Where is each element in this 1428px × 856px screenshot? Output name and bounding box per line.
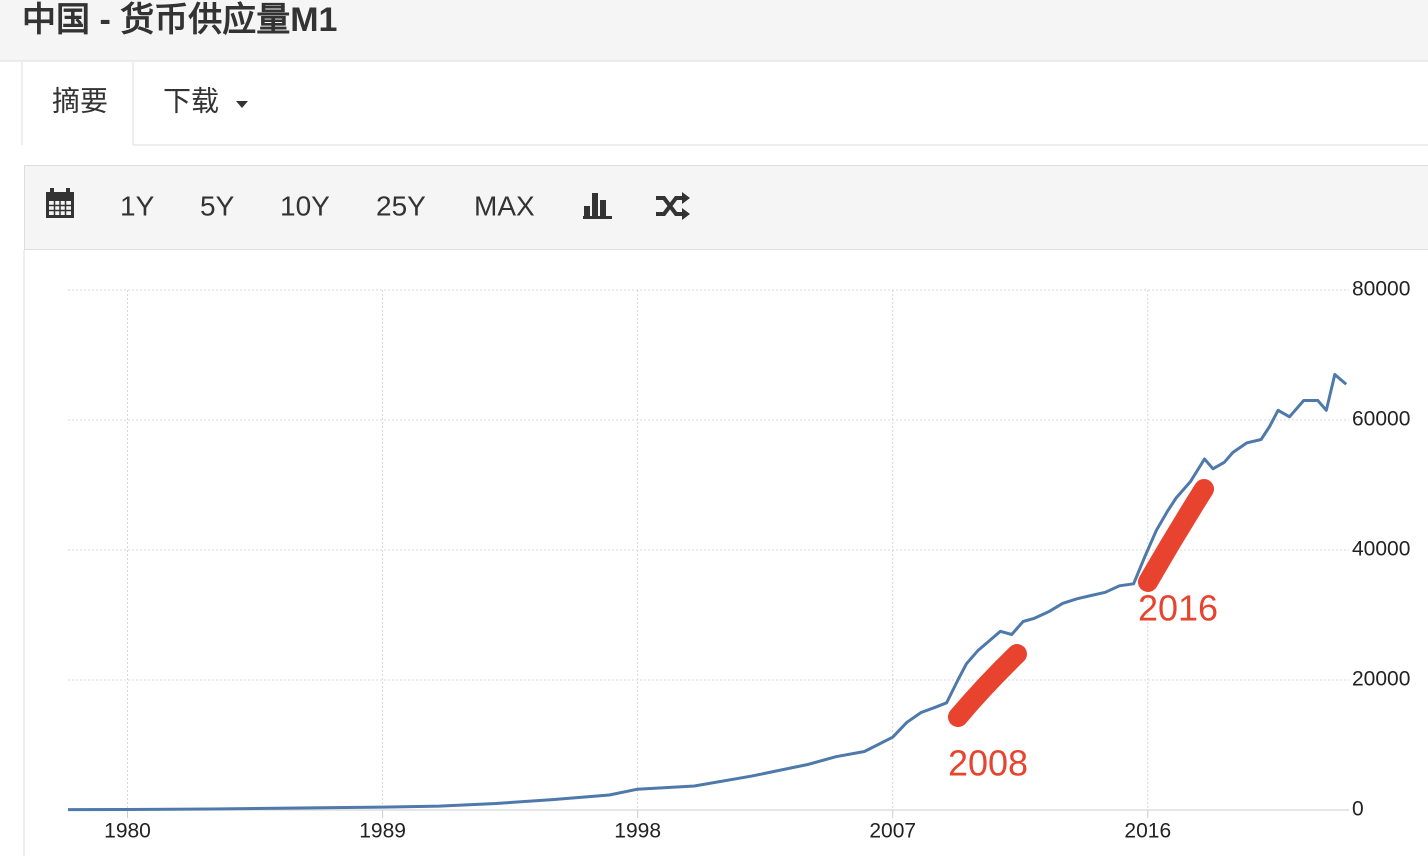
range-button[interactable]: 5Y <box>200 190 235 221</box>
tab-borders <box>21 62 1428 146</box>
y-tick-label: 40000 <box>1352 538 1410 561</box>
range-button[interactable]: MAX <box>474 190 535 221</box>
annotation-strokes <box>948 479 1214 727</box>
shuffle-icon[interactable] <box>656 192 690 220</box>
y-tick-label: 0 <box>1352 798 1364 821</box>
x-tick-label: 1989 <box>359 820 406 843</box>
data-line <box>67 373 1348 812</box>
range-button[interactable]: 25Y <box>376 190 426 221</box>
toolbar <box>24 165 1428 250</box>
bar-chart-icon[interactable] <box>583 193 612 219</box>
y-tick-label: 60000 <box>1352 408 1410 431</box>
y-tick-label: 80000 <box>1352 278 1410 301</box>
tab-download[interactable]: 下载 <box>163 85 219 116</box>
y-tick-label: 20000 <box>1352 668 1410 691</box>
dropdown-caret[interactable] <box>236 101 248 108</box>
page-title: 中国 - 货币供应量M1 <box>22 1 337 39</box>
tab-summary[interactable]: 摘要 <box>52 85 108 116</box>
annotation: 2016 <box>1138 588 1218 629</box>
annotation: 2008 <box>948 743 1028 784</box>
x-tick-label: 2016 <box>1124 820 1171 843</box>
range-button[interactable]: 1Y <box>120 190 155 221</box>
x-tick-label: 2007 <box>869 820 916 843</box>
range-button[interactable]: 10Y <box>280 190 330 221</box>
x-tick-label: 1998 <box>614 820 661 843</box>
calendar-icon[interactable] <box>46 188 74 218</box>
x-tick-label: 1980 <box>104 820 151 843</box>
header-bar <box>0 0 1428 61</box>
